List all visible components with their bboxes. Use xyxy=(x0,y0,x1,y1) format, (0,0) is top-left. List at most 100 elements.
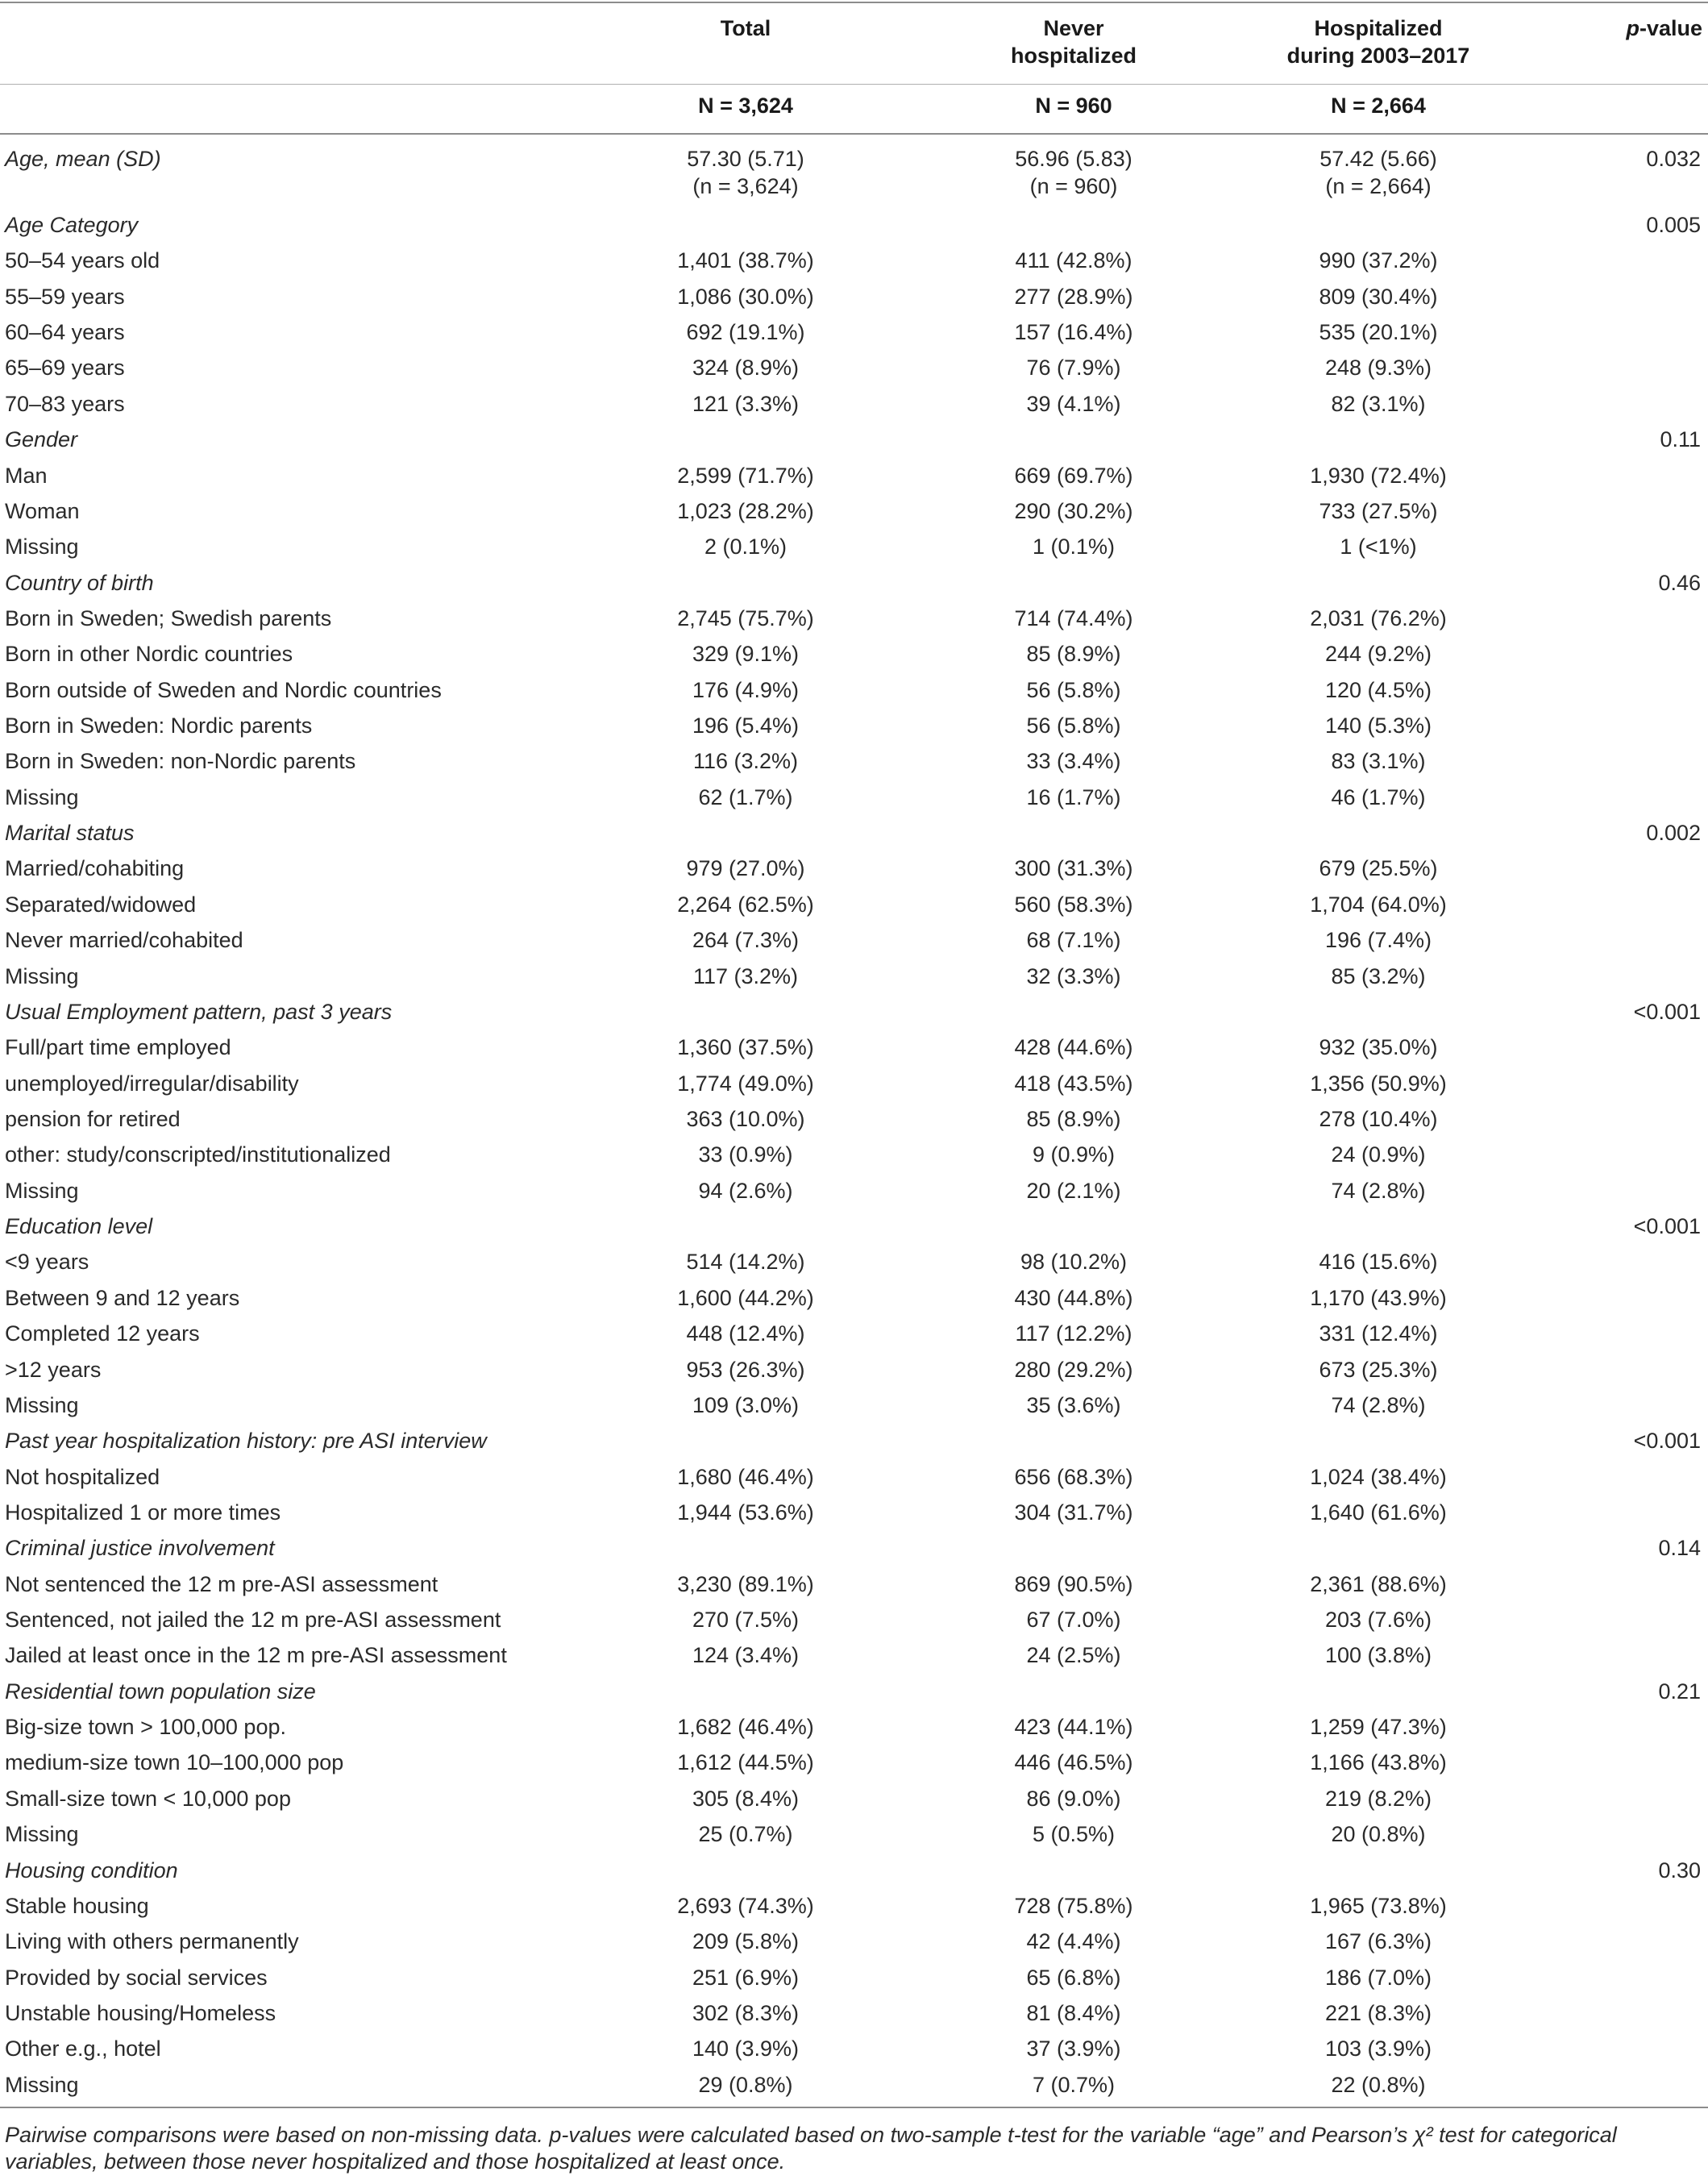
row-label: 50–54 years old xyxy=(5,248,160,273)
row-label: Woman xyxy=(5,498,80,523)
row-label: Provided by social services xyxy=(5,1965,268,1990)
cell-total: 140 (3.9%) xyxy=(692,2036,800,2061)
cell-hospitalized: 1,259 (47.3%) xyxy=(1310,1715,1447,1740)
row-label: Age Category xyxy=(5,213,139,237)
row-label: Missing xyxy=(5,963,79,988)
cell-hospitalized: 46 (1.7%) xyxy=(1331,784,1426,809)
cell-total: 692 (19.1%) xyxy=(686,320,805,345)
cell-hospitalized: 103 (3.9%) xyxy=(1324,2036,1432,2061)
cell-never: 85 (8.9%) xyxy=(1026,1107,1121,1131)
cell-never: 430 (44.8%) xyxy=(1014,1285,1133,1310)
cell-p-value: 0.005 xyxy=(1646,213,1701,237)
row-label: Missing xyxy=(5,1178,79,1203)
cell-never: 117 (12.2%) xyxy=(1015,1321,1132,1346)
cell-hospitalized: 990 (37.2%) xyxy=(1319,248,1438,273)
cell-total: 62 (1.7%) xyxy=(698,784,793,809)
cell-hospitalized: 83 (3.1%) xyxy=(1331,749,1426,774)
cell-total: 1,944 (53.6%) xyxy=(677,1500,814,1525)
row-label: Born in Sweden: non-Nordic parents xyxy=(5,749,356,774)
cell-total: 1,774 (49.0%) xyxy=(677,1071,814,1096)
cell-hospitalized: 57.42 (5.66) (n = 2,664) xyxy=(1319,147,1437,198)
cell-never: 290 (30.2%) xyxy=(1014,498,1133,523)
row-label: Usual Employment pattern, past 3 years xyxy=(5,999,393,1024)
cell-never: 9 (0.9%) xyxy=(1032,1142,1116,1167)
header-rule xyxy=(0,84,1708,85)
cell-hospitalized: 809 (30.4%) xyxy=(1319,284,1438,309)
cell-never: 76 (7.9%) xyxy=(1026,356,1121,381)
cell-hospitalized: 1,166 (43.8%) xyxy=(1310,1750,1447,1775)
cell-never: 39 (4.1%) xyxy=(1026,391,1121,416)
cell-total: 363 (10.0%) xyxy=(686,1107,805,1131)
cell-hospitalized: 100 (3.8%) xyxy=(1324,1643,1432,1668)
row-label: Unstable housing/Homeless xyxy=(5,2001,276,2025)
cell-never: 32 (3.3%) xyxy=(1026,963,1121,988)
cell-total: 1,086 (30.0%) xyxy=(677,284,814,309)
cell-total: 1,682 (46.4%) xyxy=(677,1715,814,1740)
cell-never: 67 (7.0%) xyxy=(1026,1608,1121,1633)
row-label: Education level xyxy=(5,1214,153,1239)
cell-hospitalized: 196 (7.4%) xyxy=(1324,928,1432,953)
row-label: Born outside of Sweden and Nordic countr… xyxy=(5,677,442,702)
cell-never: 86 (9.0%) xyxy=(1026,1786,1121,1811)
cell-total: 302 (8.3%) xyxy=(692,2001,800,2025)
cell-total: 1,360 (37.5%) xyxy=(677,1035,814,1060)
cell-never: 37 (3.9%) xyxy=(1026,2036,1121,2061)
row-label: Never married/cohabited xyxy=(5,928,243,953)
cell-never: 277 (28.9%) xyxy=(1014,284,1133,309)
cell-hospitalized: 1,170 (43.9%) xyxy=(1310,1285,1447,1310)
cell-never: 98 (10.2%) xyxy=(1020,1250,1128,1275)
cell-never: 157 (16.4%) xyxy=(1014,320,1133,345)
cell-total: 25 (0.7%) xyxy=(698,1822,793,1847)
n-hospitalized: N = 2,664 xyxy=(1331,94,1426,118)
cell-hospitalized: 679 (25.5%) xyxy=(1319,856,1438,881)
cell-total: 2,599 (71.7%) xyxy=(677,463,814,488)
cell-hospitalized: 1,965 (73.8%) xyxy=(1310,1893,1447,1918)
n-total: N = 3,624 xyxy=(698,94,793,118)
cell-total: 109 (3.0%) xyxy=(692,1392,800,1417)
row-label: Not hospitalized xyxy=(5,1464,160,1489)
cell-hospitalized: 1,024 (38.4%) xyxy=(1310,1464,1447,1489)
row-label: Age, mean (SD) xyxy=(5,147,161,171)
cell-total: 979 (27.0%) xyxy=(686,856,805,881)
row-label: Small-size town < 10,000 pop xyxy=(5,1786,291,1811)
cell-hospitalized: 140 (5.3%) xyxy=(1324,713,1432,738)
cell-hospitalized: 167 (6.3%) xyxy=(1324,1929,1432,1954)
row-label: Country of birth xyxy=(5,570,154,595)
cell-total: 124 (3.4%) xyxy=(692,1643,800,1668)
cell-total: 2,745 (75.7%) xyxy=(677,605,814,630)
cell-p-value: 0.21 xyxy=(1658,1679,1701,1704)
row-label: Stable housing xyxy=(5,1893,149,1918)
cell-never: 411 (42.8%) xyxy=(1015,248,1132,273)
cell-hospitalized: 278 (10.4%) xyxy=(1319,1107,1438,1131)
cell-never: 304 (31.7%) xyxy=(1014,1500,1133,1525)
cell-hospitalized: 203 (7.6%) xyxy=(1324,1608,1432,1633)
cell-total: 329 (9.1%) xyxy=(692,642,800,667)
row-label: Born in other Nordic countries xyxy=(5,642,293,667)
row-label: Gender xyxy=(5,427,78,452)
row-label: Missing xyxy=(5,784,79,809)
cell-never: 42 (4.4%) xyxy=(1026,1929,1121,1954)
cell-total: 270 (7.5%) xyxy=(692,1608,800,1633)
row-label: other: study/conscripted/institutionaliz… xyxy=(5,1142,391,1167)
cell-hospitalized: 331 (12.4%) xyxy=(1319,1321,1438,1346)
cell-never: 428 (44.6%) xyxy=(1014,1035,1133,1060)
row-label: Missing xyxy=(5,1392,79,1417)
cell-hospitalized: 535 (20.1%) xyxy=(1319,320,1438,345)
row-label: 70–83 years xyxy=(5,391,125,416)
cell-never: 65 (6.8%) xyxy=(1026,1965,1121,1990)
header-p-value: p-value xyxy=(1626,16,1702,40)
cell-p-value: <0.001 xyxy=(1633,1214,1701,1239)
header-hospitalized: Hospitalized during 2003–2017 xyxy=(1286,16,1470,68)
cell-never: 300 (31.3%) xyxy=(1014,856,1133,881)
row-label: Completed 12 years xyxy=(5,1321,200,1346)
cell-never: 56.96 (5.83) (n = 960) xyxy=(1015,147,1132,198)
row-label: Man xyxy=(5,463,48,488)
cell-total: 2,693 (74.3%) xyxy=(677,1893,814,1918)
cell-hospitalized: 82 (3.1%) xyxy=(1331,391,1426,416)
cell-p-value: 0.002 xyxy=(1646,821,1701,846)
row-label: Married/cohabiting xyxy=(5,856,185,881)
cell-total: 33 (0.9%) xyxy=(698,1142,793,1167)
cell-total: 176 (4.9%) xyxy=(692,677,800,702)
cell-hospitalized: 120 (4.5%) xyxy=(1324,677,1432,702)
row-label: Jailed at least once in the 12 m pre-ASI… xyxy=(5,1643,507,1668)
